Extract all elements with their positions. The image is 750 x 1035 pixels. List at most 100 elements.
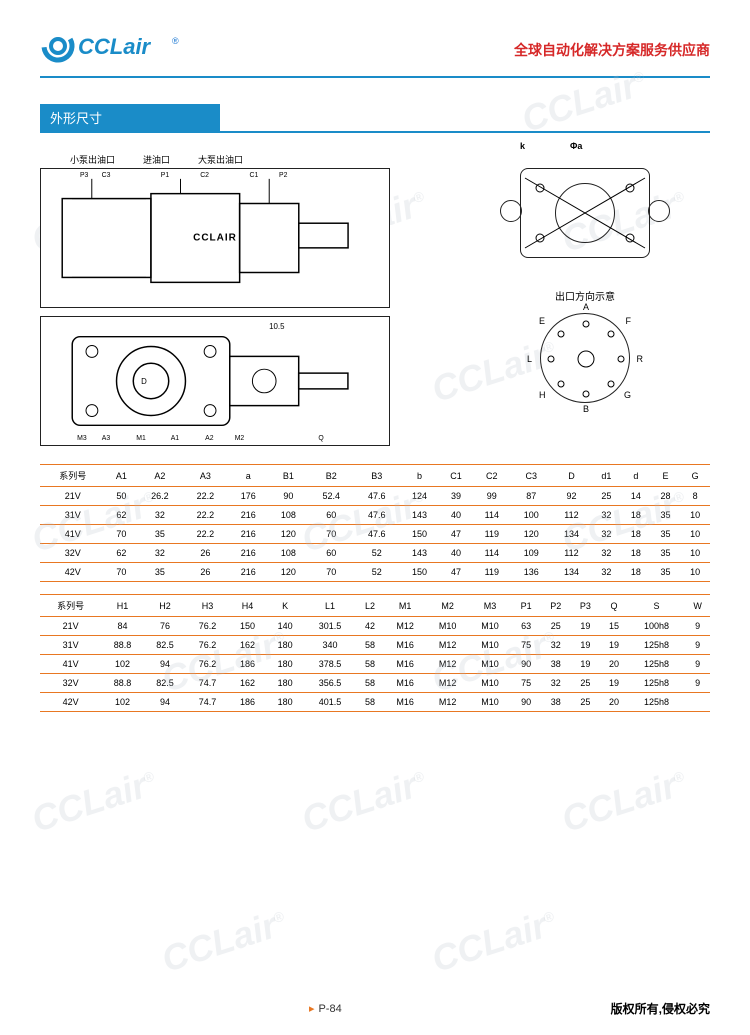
data-cell: 162 bbox=[229, 674, 267, 693]
data-cell: 35 bbox=[137, 563, 182, 582]
col-header: C1 bbox=[440, 465, 473, 487]
svg-text:10.5: 10.5 bbox=[269, 322, 285, 331]
data-cell: 180 bbox=[266, 655, 304, 674]
data-cell: 20 bbox=[600, 655, 628, 674]
data-cell: 50 bbox=[106, 487, 138, 506]
data-cell: 114 bbox=[472, 506, 511, 525]
series-cell: 21V bbox=[40, 487, 106, 506]
data-cell: 58 bbox=[356, 693, 384, 712]
data-cell: 62 bbox=[106, 506, 138, 525]
data-cell: 186 bbox=[229, 655, 267, 674]
data-cell: 40 bbox=[440, 506, 473, 525]
side-view-drawing: P3 C3 P1 C2 C1 P2 CCLAIR bbox=[40, 168, 390, 308]
col-header: B1 bbox=[268, 465, 308, 487]
data-cell: 9 bbox=[685, 674, 710, 693]
flange-view bbox=[490, 158, 680, 268]
col-header: b bbox=[399, 465, 439, 487]
data-cell: 47.6 bbox=[354, 506, 399, 525]
col-header: 系列号 bbox=[40, 595, 101, 617]
data-cell: 19 bbox=[571, 617, 601, 636]
data-cell: M12 bbox=[426, 693, 468, 712]
col-header: H2 bbox=[144, 595, 187, 617]
data-cell: 32 bbox=[592, 506, 622, 525]
dimension-tables: 系列号A1A2A3aB1B2B3bC1C2C3Dd1dEG21V5026.222… bbox=[0, 456, 750, 712]
data-cell: 87 bbox=[511, 487, 551, 506]
data-cell: 70 bbox=[106, 525, 138, 544]
data-cell: 150 bbox=[229, 617, 267, 636]
data-cell: 125h8 bbox=[628, 655, 685, 674]
top-view-drawing: 10.5 D M3 A3 M1 A1 A2 M2 Q bbox=[40, 316, 390, 446]
data-cell: 88.8 bbox=[101, 636, 144, 655]
data-cell: 10 bbox=[680, 563, 710, 582]
data-cell: M12 bbox=[426, 674, 468, 693]
data-cell: 22.2 bbox=[183, 506, 228, 525]
data-cell: 25 bbox=[592, 487, 622, 506]
col-header: E bbox=[651, 465, 681, 487]
data-cell: 19 bbox=[600, 636, 628, 655]
data-cell: 176 bbox=[228, 487, 268, 506]
data-cell: 112 bbox=[551, 544, 591, 563]
data-cell: 74.7 bbox=[186, 674, 229, 693]
data-cell: 216 bbox=[228, 506, 268, 525]
data-cell: 35 bbox=[651, 506, 681, 525]
data-cell: 76.2 bbox=[186, 636, 229, 655]
data-cell: 28 bbox=[651, 487, 681, 506]
data-cell: 125h8 bbox=[628, 674, 685, 693]
data-cell: 62 bbox=[106, 544, 138, 563]
watermark: CCLair® bbox=[157, 901, 292, 981]
data-cell: 76 bbox=[144, 617, 187, 636]
dim-phi-a: Φa bbox=[570, 141, 582, 151]
data-cell: M16 bbox=[384, 636, 426, 655]
data-cell: 8 bbox=[680, 487, 710, 506]
data-cell: 378.5 bbox=[304, 655, 356, 674]
port-letter: G bbox=[624, 390, 631, 400]
data-cell: 25 bbox=[541, 617, 571, 636]
data-cell: 125h8 bbox=[628, 636, 685, 655]
data-cell: 90 bbox=[511, 693, 541, 712]
data-cell: 180 bbox=[266, 693, 304, 712]
col-header: P1 bbox=[511, 595, 541, 617]
cclair-stamp: CCLAIR bbox=[193, 233, 237, 244]
series-cell: 32V bbox=[40, 544, 106, 563]
data-cell: 58 bbox=[356, 636, 384, 655]
port-letter: H bbox=[539, 390, 546, 400]
port-letter: L bbox=[527, 354, 532, 364]
port-direction-diagram: A F R G B H L E bbox=[540, 313, 630, 403]
data-cell: 38 bbox=[541, 693, 571, 712]
data-cell: 119 bbox=[472, 563, 511, 582]
data-cell: 88.8 bbox=[101, 674, 144, 693]
data-cell: 60 bbox=[309, 506, 354, 525]
port-label: 小泵出油口 bbox=[70, 153, 115, 166]
col-header: D bbox=[551, 465, 591, 487]
port-direction-title: 出口方向示意 bbox=[460, 288, 710, 303]
data-cell: 9 bbox=[685, 617, 710, 636]
col-header: H3 bbox=[186, 595, 229, 617]
port-labels: 小泵出油口 进油口 大泵出油口 bbox=[70, 153, 390, 166]
data-cell: 109 bbox=[511, 544, 551, 563]
col-header: A1 bbox=[106, 465, 138, 487]
series-cell: 42V bbox=[40, 563, 106, 582]
data-cell: 19 bbox=[571, 655, 601, 674]
svg-text:C1: C1 bbox=[250, 172, 259, 179]
data-cell: 22.2 bbox=[183, 487, 228, 506]
col-header: M3 bbox=[469, 595, 511, 617]
data-cell: 35 bbox=[651, 544, 681, 563]
data-cell: 42 bbox=[356, 617, 384, 636]
series-cell: 32V bbox=[40, 674, 101, 693]
svg-text:Q: Q bbox=[318, 435, 324, 442]
copyright: 版权所有,侵权必究 bbox=[611, 1000, 710, 1017]
data-cell: 356.5 bbox=[304, 674, 356, 693]
col-header: G bbox=[680, 465, 710, 487]
data-cell: 102 bbox=[101, 655, 144, 674]
svg-text:M3: M3 bbox=[77, 435, 87, 442]
data-cell: 186 bbox=[229, 693, 267, 712]
col-header: A3 bbox=[183, 465, 228, 487]
data-cell: 35 bbox=[651, 563, 681, 582]
col-header: L2 bbox=[356, 595, 384, 617]
col-header: B3 bbox=[354, 465, 399, 487]
data-cell: 18 bbox=[621, 563, 651, 582]
data-cell: 94 bbox=[144, 655, 187, 674]
data-cell: 32 bbox=[541, 636, 571, 655]
data-cell: 18 bbox=[621, 525, 651, 544]
page-header: CCLair ® 全球自动化解决方案服务供应商 bbox=[0, 0, 750, 76]
